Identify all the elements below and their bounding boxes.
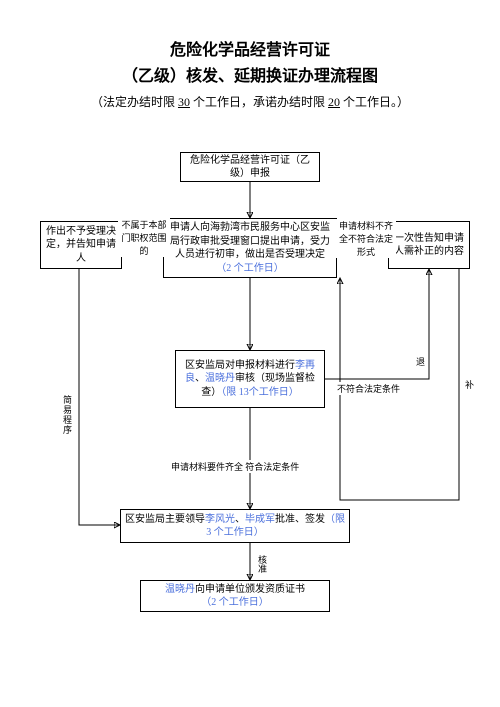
edge-label-approve: 核准: [255, 555, 270, 575]
edge-label-supplement: 补: [464, 378, 475, 391]
node-approve-b: 批准、签发: [275, 514, 325, 525]
node-review-name2: 温晓丹: [205, 373, 235, 384]
node-issue-time: （2 个工作日）: [201, 597, 269, 608]
node-intake-text: 申请人向海勃湾市民服务中心区安监局行政审批受理窗口提出申请，受力人员进行初审，做…: [170, 222, 330, 260]
edge-label-out-of-scope: 不属于本部门职权范围的: [118, 218, 170, 257]
node-reject: 作出不予受理决定，并告知申请人: [40, 221, 122, 269]
node-supplement-text: 一次性告知申请人需补正的内容: [393, 232, 465, 259]
edge-label-approve-text: 核准: [256, 555, 269, 573]
node-issue: 温晓丹向申请单位颁发资质证书 （2 个工作日）: [140, 580, 330, 612]
edge-label-noncompliant: 不符合法定条件: [336, 382, 401, 395]
node-approve-name1: 李风光: [205, 514, 235, 525]
node-approve-a: 区安监局主要领导: [125, 514, 205, 525]
edge-label-simple-procedure: 简易程序: [60, 395, 75, 435]
node-approve: 区安监局主要领导李风光、毕成军批准、签发（限 3 个工作日）: [120, 509, 350, 543]
node-approve-sep1: 、: [235, 514, 245, 525]
node-application-text: 危险化学品经营许可证（乙级）申报: [185, 154, 315, 181]
edge-label-complete: 申请材料要件齐全 符合法定条件: [170, 460, 300, 473]
page: 危险化学品经营许可证 （乙级）核发、延期换证办理流程图 （法定办结时限 30 个…: [0, 0, 500, 707]
node-intake: 申请人向海勃湾市民服务中心区安监局行政审批受理窗口提出申请，受力人员进行初审，做…: [163, 218, 337, 278]
node-supplement-notice: 一次性告知申请人需补正的内容: [388, 221, 470, 269]
edge-label-return: 退: [415, 355, 426, 368]
node-review-a: 区安监局对申报材料进行: [185, 360, 295, 371]
node-reject-text: 作出不予受理决定，并告知申请人: [45, 225, 117, 266]
node-intake-time: （2 个工作日）: [216, 263, 284, 274]
node-issue-a: 向申请单位颁发资质证书: [195, 584, 305, 595]
node-application: 危险化学品经营许可证（乙级）申报: [180, 152, 320, 182]
node-review: 区安监局对申报材料进行李再良、温晓丹审核（现场监督检查）（限 13个工作日）: [175, 350, 325, 408]
edge-label-incomplete: 申请材料不齐全不符合法定形式: [336, 219, 396, 258]
node-issue-name1: 温晓丹: [165, 584, 195, 595]
node-approve-name2: 毕成军: [245, 514, 275, 525]
node-review-sep1: 、: [195, 373, 205, 384]
node-review-time: （限 13个工作日）: [221, 387, 299, 398]
